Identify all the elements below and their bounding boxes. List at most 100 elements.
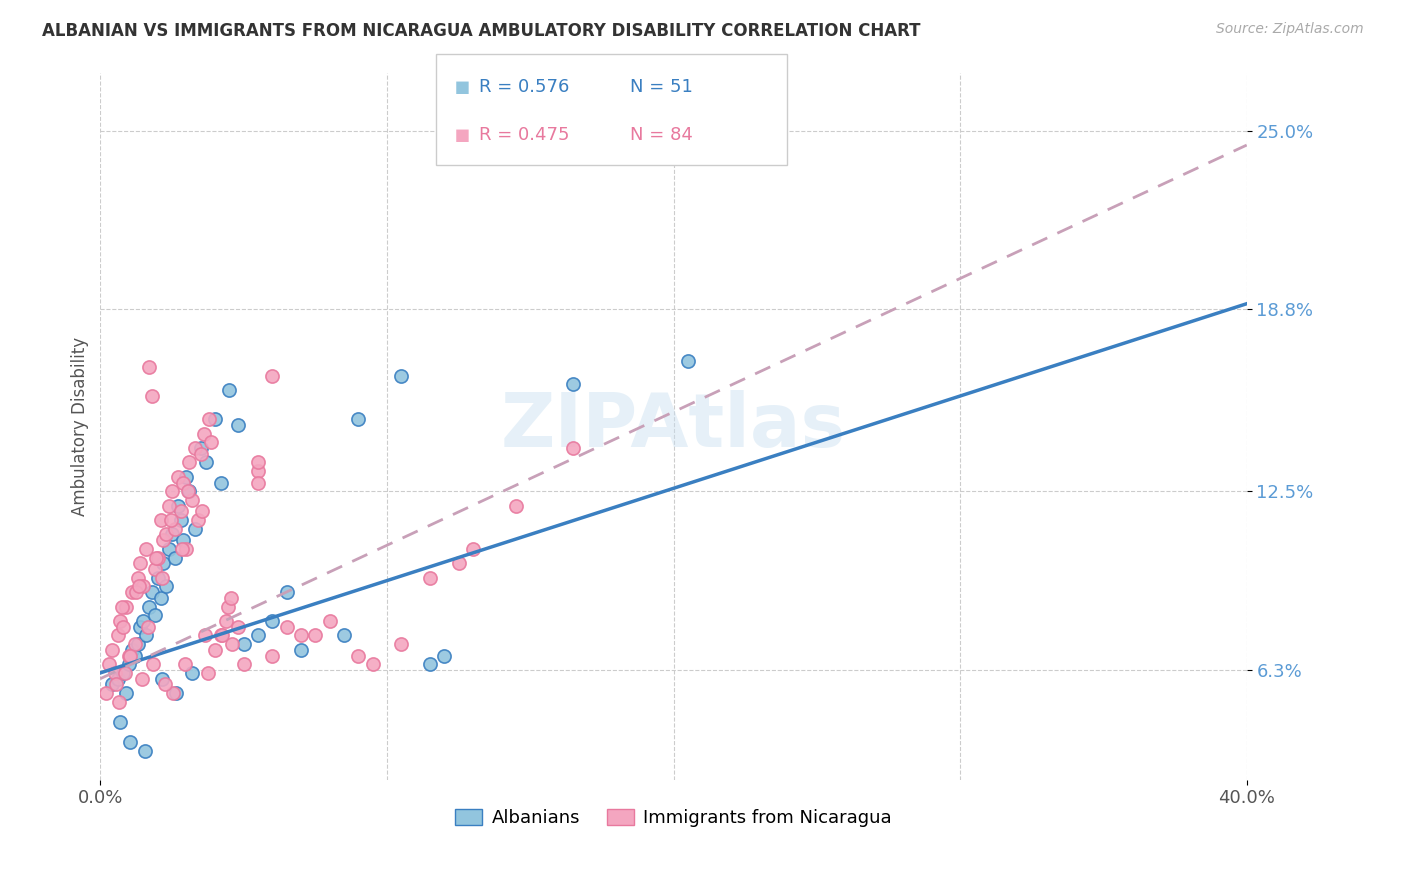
Point — [461, 541, 484, 556]
Point — [166, 499, 188, 513]
Point — [204, 643, 226, 657]
Point — [142, 657, 165, 672]
Point — [160, 484, 183, 499]
Point — [217, 599, 239, 614]
Point — [209, 628, 232, 642]
Point — [211, 628, 233, 642]
Point — [153, 677, 176, 691]
Point — [174, 657, 197, 672]
Point — [179, 455, 201, 469]
Point — [166, 469, 188, 483]
Point — [419, 657, 441, 672]
Point — [347, 648, 370, 663]
Point — [118, 657, 141, 672]
Point — [276, 585, 298, 599]
Point — [172, 533, 194, 548]
Point — [218, 383, 240, 397]
Point — [107, 628, 129, 642]
Point — [676, 354, 699, 368]
Point — [114, 665, 136, 680]
Point — [108, 695, 131, 709]
Point — [163, 550, 186, 565]
Point — [193, 426, 215, 441]
Point — [290, 643, 312, 657]
Point — [138, 360, 160, 375]
Point — [101, 643, 124, 657]
Point — [135, 541, 157, 556]
Point — [136, 620, 159, 634]
Point — [389, 368, 412, 383]
Text: ▪: ▪ — [454, 123, 471, 147]
Point — [146, 550, 169, 565]
Point — [129, 556, 152, 570]
Point — [209, 475, 232, 490]
Text: N = 51: N = 51 — [630, 78, 693, 95]
Point — [104, 665, 127, 680]
Point — [318, 614, 340, 628]
Point — [221, 637, 243, 651]
Point — [232, 637, 254, 651]
Point — [226, 417, 249, 432]
Point — [124, 637, 146, 651]
Point — [120, 648, 142, 663]
Point — [107, 672, 129, 686]
Point — [190, 441, 212, 455]
Point — [110, 614, 132, 628]
Point — [138, 599, 160, 614]
Point — [152, 556, 174, 570]
Point — [129, 620, 152, 634]
Point — [187, 513, 209, 527]
Point — [150, 672, 173, 686]
Point — [143, 608, 166, 623]
Point — [121, 585, 143, 599]
Y-axis label: Ambulatory Disability: Ambulatory Disability — [72, 337, 89, 516]
Point — [111, 599, 134, 614]
Point — [246, 628, 269, 642]
Point — [562, 441, 585, 455]
Point — [125, 585, 148, 599]
Point — [181, 665, 204, 680]
Point — [170, 541, 193, 556]
Point — [172, 475, 194, 490]
Point — [191, 504, 214, 518]
Text: R = 0.576: R = 0.576 — [479, 78, 569, 95]
Point — [246, 475, 269, 490]
Point — [226, 620, 249, 634]
Point — [132, 579, 155, 593]
Point — [124, 648, 146, 663]
Point — [145, 550, 167, 565]
Point — [127, 571, 149, 585]
Point — [219, 591, 242, 605]
Point — [562, 377, 585, 392]
Point — [162, 686, 184, 700]
Text: Source: ZipAtlas.com: Source: ZipAtlas.com — [1216, 22, 1364, 37]
Point — [128, 579, 150, 593]
Point — [120, 735, 142, 749]
Point — [262, 614, 284, 628]
Point — [197, 665, 219, 680]
Point — [169, 504, 191, 518]
Point — [184, 441, 207, 455]
Point — [152, 533, 174, 548]
Point — [160, 527, 183, 541]
Point — [141, 389, 163, 403]
Point — [190, 447, 212, 461]
Point — [163, 522, 186, 536]
Point — [157, 499, 180, 513]
Point — [447, 556, 470, 570]
Point — [505, 499, 527, 513]
Point — [389, 637, 412, 651]
Point — [361, 657, 384, 672]
Point — [105, 677, 128, 691]
Point — [176, 541, 198, 556]
Point — [143, 562, 166, 576]
Point — [246, 464, 269, 478]
Point — [262, 648, 284, 663]
Point — [419, 571, 441, 585]
Point — [169, 513, 191, 527]
Point — [184, 522, 207, 536]
Point — [347, 412, 370, 426]
Point — [121, 643, 143, 657]
Point — [155, 579, 177, 593]
Point — [118, 648, 141, 663]
